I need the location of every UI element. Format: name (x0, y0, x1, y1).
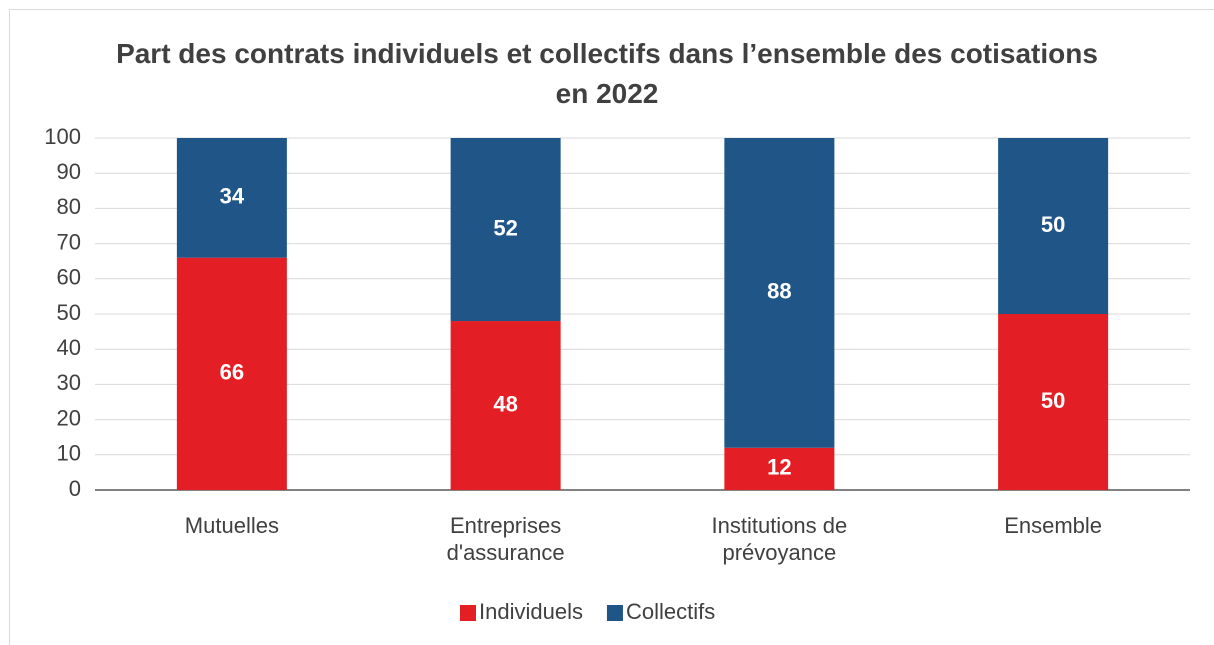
x-tick-label: Mutuelles (184, 513, 279, 538)
chart-title: Part des contrats individuels et collect… (116, 38, 1098, 109)
data-label: 88 (767, 279, 791, 304)
y-tick-label: 100 (44, 124, 81, 149)
bar-segment (998, 138, 1109, 314)
x-tick-label: Ensemble (1004, 513, 1103, 538)
x-tick-label: Entreprises d'assurance (446, 513, 565, 565)
y-tick-label: 70 (57, 229, 81, 254)
frame (9, 9, 1214, 645)
data-label: 66 (220, 360, 244, 385)
data-label: 50 (1041, 388, 1065, 413)
legend-label: Collectifs (626, 599, 715, 624)
y-tick-label: 10 (57, 441, 81, 466)
bar-segment (176, 138, 287, 258)
y-tick-label: 60 (57, 265, 81, 290)
y-tick-label: 40 (57, 335, 81, 360)
bar-segment (450, 321, 561, 490)
y-tick-label: 80 (57, 194, 81, 219)
x-tick-label: Institutions de prévoyance (711, 513, 848, 565)
data-label: 52 (493, 215, 517, 240)
data-label: 50 (1041, 212, 1065, 237)
bar-segment (998, 314, 1109, 490)
data-label: 12 (767, 455, 791, 480)
y-tick-label: 30 (57, 370, 81, 395)
data-label: 48 (493, 391, 517, 416)
y-tick-label: 90 (57, 159, 81, 184)
bar-segment (724, 447, 835, 490)
y-tick-label: 50 (57, 300, 81, 325)
bar-segment (724, 138, 835, 448)
bar-segment (450, 138, 561, 322)
y-tick-label: 0 (69, 476, 81, 501)
data-label: 34 (220, 184, 245, 209)
y-tick-label: 20 (57, 405, 81, 430)
legend-swatch (606, 605, 623, 621)
bar-segment (176, 257, 287, 490)
legend-swatch (460, 605, 476, 621)
legend-label: Individuels (479, 599, 583, 624)
